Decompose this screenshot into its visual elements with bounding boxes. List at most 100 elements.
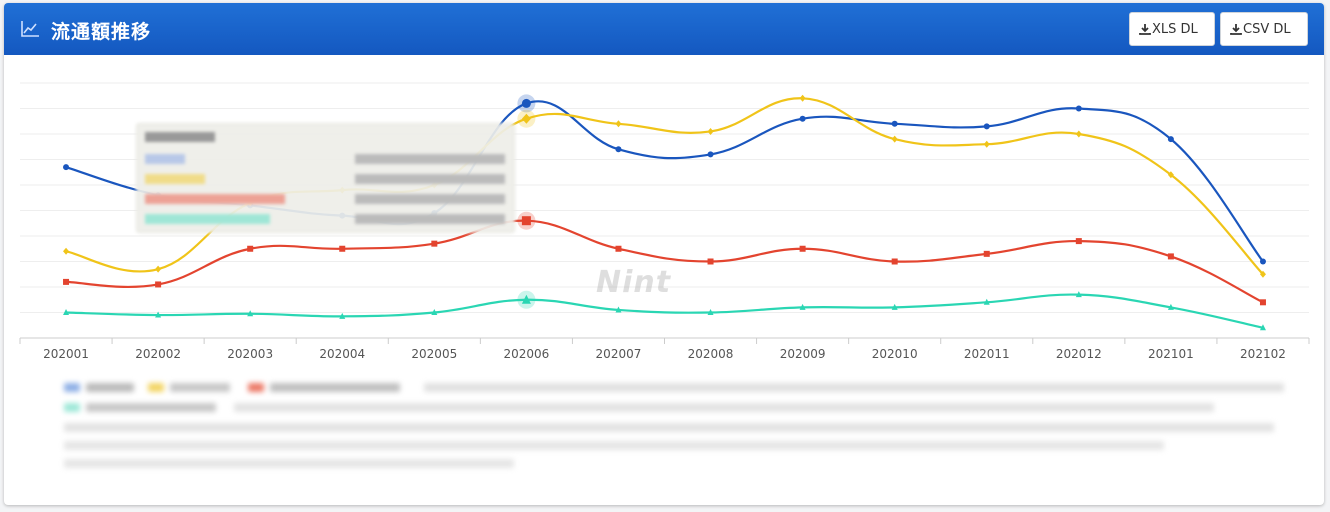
- tooltip-value-blurred: [355, 174, 505, 184]
- data-point: [63, 164, 70, 171]
- tooltip-row-blurred: [145, 194, 285, 204]
- data-point: [521, 216, 531, 226]
- series-line: [66, 293, 1264, 329]
- data-point: [1259, 324, 1266, 331]
- legend-item-blurred: [270, 383, 400, 392]
- data-point: [1167, 136, 1174, 143]
- data-point: [1259, 270, 1266, 278]
- data-point: [707, 258, 714, 265]
- legend-item-blurred: [64, 459, 514, 468]
- xls-download-button[interactable]: XLS DL: [1129, 12, 1215, 46]
- x-tick-label: 202011: [964, 347, 1010, 361]
- data-point: [431, 309, 438, 315]
- data-point: [983, 123, 990, 130]
- line-chart-icon: [21, 21, 39, 37]
- data-point: [431, 240, 438, 247]
- xls-download-label: XLS DL: [1152, 21, 1198, 37]
- x-tick-label: 202001: [43, 347, 89, 361]
- data-point: [891, 135, 898, 143]
- data-point: [155, 311, 162, 318]
- tooltip-value-blurred: [355, 154, 505, 164]
- data-point: [1075, 238, 1082, 245]
- chart-tooltip: [136, 123, 515, 233]
- csv-download-button[interactable]: CSV DL: [1220, 12, 1308, 46]
- data-point: [799, 94, 806, 102]
- data-point: [983, 250, 990, 257]
- data-point: [615, 146, 622, 153]
- data-point: [707, 309, 714, 315]
- data-point: [1259, 258, 1266, 265]
- x-tick-label: 202006: [503, 347, 549, 361]
- data-point: [983, 298, 990, 305]
- data-point: [247, 245, 254, 252]
- csv-download-label: CSV DL: [1243, 21, 1291, 37]
- data-point: [63, 278, 70, 285]
- panel-header: 流通額推移 XLS DL CSV DL: [4, 3, 1324, 55]
- data-point: [339, 245, 346, 252]
- panel-title: 流通額推移: [51, 21, 152, 43]
- data-point: [615, 120, 622, 128]
- download-icon: [1230, 24, 1242, 35]
- legend-item-blurred: [64, 423, 1274, 432]
- data-point: [247, 310, 254, 317]
- data-point: [1075, 291, 1082, 298]
- data-point: [799, 245, 806, 252]
- tooltip-value-blurred: [355, 214, 505, 224]
- legend-swatch: [64, 383, 80, 392]
- legend-item-blurred: [64, 441, 1164, 450]
- x-tick-label: 202102: [1240, 347, 1286, 361]
- x-tick-label: 202012: [1056, 347, 1102, 361]
- data-point: [155, 265, 162, 273]
- legend-swatch: [148, 383, 164, 392]
- x-tick-label: 202005: [411, 347, 457, 361]
- sales-trend-panel: 流通額推移 XLS DL CSV DL 202001 202002 202003 20…: [4, 3, 1324, 505]
- x-tick-label: 202009: [780, 347, 826, 361]
- data-point: [63, 309, 70, 315]
- data-point: [891, 258, 898, 265]
- x-tick-label: 202002: [135, 347, 181, 361]
- data-point: [521, 113, 531, 124]
- data-point: [1167, 253, 1174, 260]
- data-point: [63, 247, 70, 255]
- data-point: [799, 115, 806, 122]
- series-line: [66, 219, 1264, 304]
- data-point: [1075, 105, 1082, 112]
- data-point: [339, 312, 346, 319]
- data-point: [615, 245, 622, 252]
- x-tick-label: 202007: [596, 347, 642, 361]
- data-point: [707, 127, 714, 135]
- data-point: [1167, 171, 1174, 179]
- data-point: [707, 151, 714, 158]
- data-point: [891, 303, 898, 310]
- data-point: [155, 281, 162, 288]
- chart-legend-blurred: [64, 379, 1294, 479]
- data-point: [1167, 303, 1174, 310]
- x-tick-label: 202004: [319, 347, 365, 361]
- data-point: [983, 140, 990, 148]
- data-point: [615, 306, 622, 313]
- data-point: [1259, 299, 1266, 306]
- legend-item-blurred: [424, 383, 1284, 392]
- legend-item-blurred: [170, 383, 230, 392]
- legend-swatch: [248, 383, 264, 392]
- legend-item-blurred: [86, 383, 134, 392]
- tooltip-row-blurred: [145, 174, 205, 184]
- x-tick-label: 202010: [872, 347, 918, 361]
- data-point: [521, 98, 531, 108]
- download-icon: [1139, 24, 1151, 35]
- legend-item-blurred: [234, 403, 1214, 412]
- tooltip-row-blurred: [145, 214, 270, 224]
- legend-item-blurred: [86, 403, 216, 412]
- tooltip-row-blurred: [145, 154, 185, 164]
- data-point: [799, 303, 806, 310]
- legend-swatch: [64, 403, 80, 412]
- data-point: [891, 120, 898, 127]
- tooltip-header-blurred: [145, 132, 215, 142]
- x-tick-label: 202101: [1148, 347, 1194, 361]
- x-tick-label: 202008: [688, 347, 734, 361]
- tooltip-value-blurred: [355, 194, 505, 204]
- watermark-text: Nint: [596, 265, 672, 300]
- data-point: [521, 294, 531, 304]
- x-tick-label: 202003: [227, 347, 273, 361]
- data-point: [1075, 130, 1082, 138]
